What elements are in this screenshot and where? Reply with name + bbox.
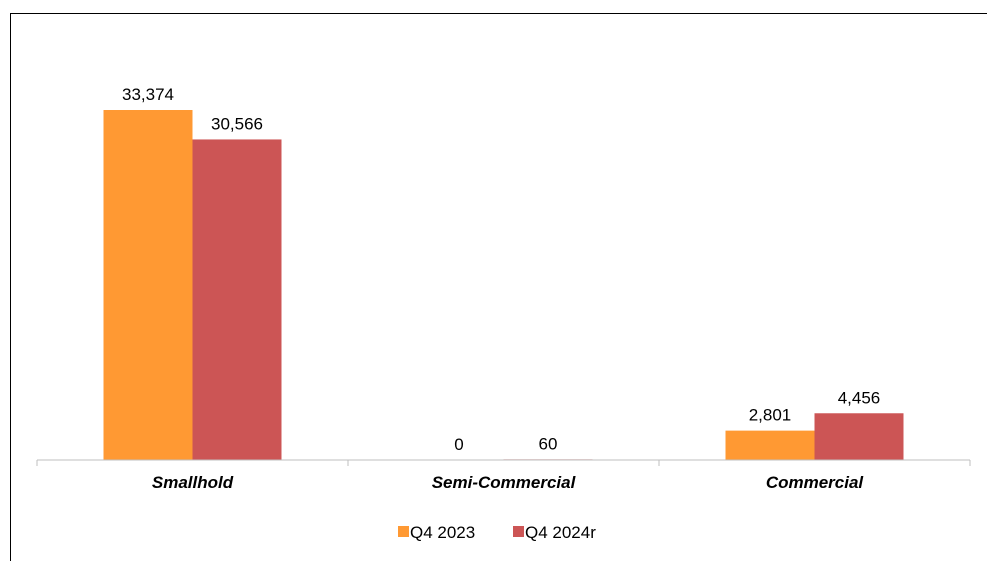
- category-label-commercial: Commercial: [766, 473, 865, 492]
- bar-smallhold-q4-2023: [103, 110, 193, 460]
- bar-smallhold-q4-2024r: [192, 139, 282, 461]
- data-label-smallhold-q4-2024r: 30,566: [211, 114, 263, 133]
- bar-commercial-q4-2023: [725, 430, 815, 460]
- data-labels-layer: 33,374 30,566 0 60 2,801 4,456: [122, 85, 880, 454]
- legend-label-q4-2024r: Q4 2024r: [525, 523, 596, 542]
- data-label-semi-commercial-q4-2024r: 60: [539, 434, 558, 453]
- data-label-smallhold-q4-2023: 33,374: [122, 85, 174, 104]
- category-label-smallhold: Smallhold: [152, 473, 234, 492]
- chart-frame: [10, 13, 987, 561]
- category-labels: Smallhold Semi-Commercial Commercial: [152, 473, 865, 492]
- data-label-commercial-q4-2023: 2,801: [749, 406, 792, 425]
- data-label-commercial-q4-2024r: 4,456: [838, 388, 881, 407]
- category-label-semi-commercial: Semi-Commercial: [432, 473, 577, 492]
- data-label-semi-commercial-q4-2023: 0: [454, 435, 463, 454]
- legend-swatch-q4-2024r: [513, 526, 524, 537]
- legend-swatch-q4-2023: [398, 526, 409, 537]
- legend-label-q4-2023: Q4 2023: [410, 523, 475, 542]
- bars-layer: [103, 110, 904, 461]
- legend: Q4 2023 Q4 2024r: [398, 523, 596, 542]
- x-axis-ticks: [36, 460, 971, 466]
- bar-commercial-q4-2024r: [814, 413, 904, 460]
